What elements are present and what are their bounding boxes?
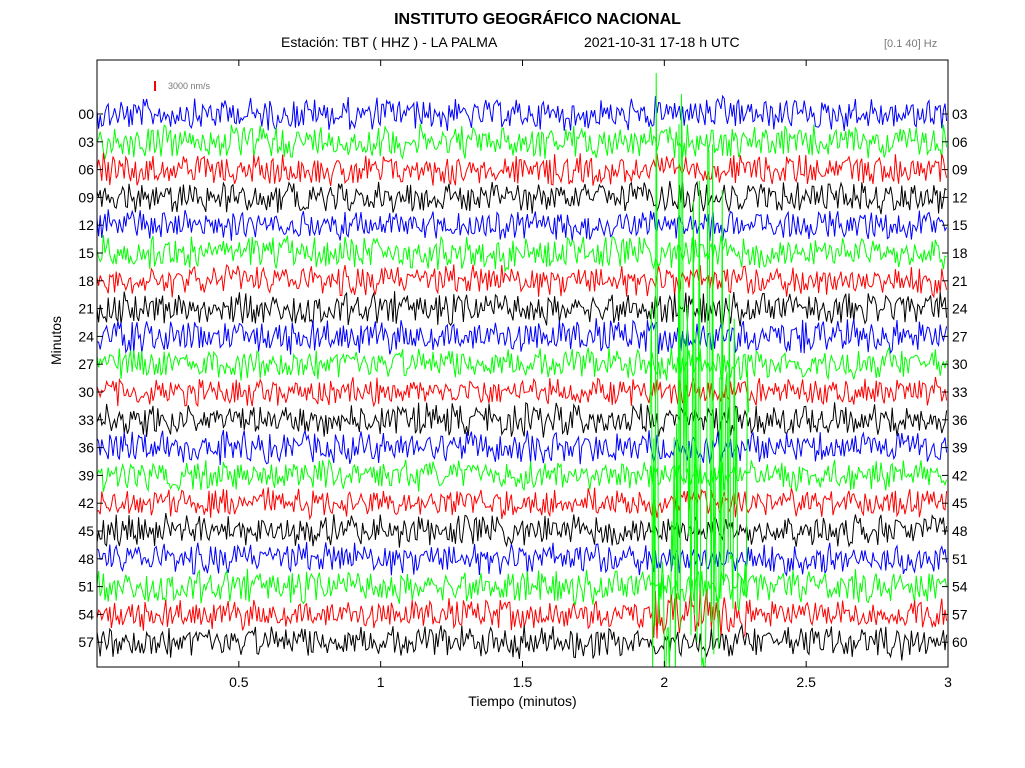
- y-tick-label-right: 60: [952, 634, 968, 650]
- date-label: 2021-10-31 17-18 h UTC: [584, 34, 740, 50]
- trace-00: [97, 94, 948, 131]
- chart-title: INSTITUTO GEOGRÁFICO NACIONAL: [394, 11, 681, 28]
- y-tick-label-right: 54: [952, 579, 968, 595]
- y-tick-label-right: 39: [952, 440, 968, 456]
- y-tick-label-left: 54: [78, 606, 94, 622]
- y-tick-label-left: 33: [78, 412, 94, 428]
- y-tick-label-right: 36: [952, 412, 968, 428]
- trace-12: [97, 209, 948, 242]
- trace-54: [97, 589, 948, 640]
- y-tick-label-left: 57: [78, 634, 94, 650]
- y-tick-label-right: 21: [952, 273, 968, 289]
- trace-27: [97, 346, 948, 381]
- trace-42: [97, 487, 948, 521]
- x-axis-label: Tiempo (minutos): [468, 693, 577, 709]
- y-tick-label-left: 00: [78, 106, 94, 122]
- y-tick-label-right: 57: [952, 606, 968, 622]
- y-tick-label-right: 03: [952, 106, 968, 122]
- y-tick-label-left: 15: [78, 245, 94, 261]
- event-burst-trace: [649, 72, 750, 667]
- y-tick-label-left: 12: [78, 217, 94, 233]
- station-label: Estación: TBT ( HHZ ) - LA PALMA: [281, 34, 498, 50]
- y-tick-label-left: 45: [78, 523, 94, 539]
- x-tick-label: 1.5: [513, 674, 533, 690]
- y-tick-label-right: 18: [952, 245, 968, 261]
- y-tick-label-left: 03: [78, 134, 94, 150]
- y-tick-label-right: 24: [952, 301, 968, 317]
- x-tick-label: 1: [377, 674, 385, 690]
- trace-06: [97, 152, 948, 186]
- y-tick-label-left: 39: [78, 467, 94, 483]
- y-tick-label-right: 09: [952, 162, 968, 178]
- y-tick-label-left: 24: [78, 328, 94, 344]
- y-tick-label-right: 15: [952, 217, 968, 233]
- y-tick-label-right: 51: [952, 551, 968, 567]
- y-tick-label-right: 27: [952, 328, 968, 344]
- trace-57: [97, 623, 948, 661]
- trace-03: [97, 123, 948, 160]
- scale-bar-label: 3000 nm/s: [168, 81, 211, 91]
- trace-33: [97, 401, 948, 438]
- trace-24: [97, 318, 948, 355]
- y-tick-label-right: 12: [952, 189, 968, 205]
- y-tick-label-right: 30: [952, 356, 968, 372]
- trace-39: [97, 458, 948, 493]
- trace-15: [97, 234, 947, 273]
- y-tick-label-right: 48: [952, 523, 968, 539]
- trace-09: [97, 180, 947, 215]
- trace-45: [97, 513, 948, 548]
- y-tick-label-right: 06: [952, 134, 968, 150]
- trace-48: [97, 541, 948, 577]
- x-tick-label: 2: [660, 674, 668, 690]
- y-tick-label-left: 18: [78, 273, 94, 289]
- y-tick-label-left: 51: [78, 579, 94, 595]
- y-tick-label-left: 48: [78, 551, 94, 567]
- y-tick-label-right: 42: [952, 467, 968, 483]
- traces-layer: [97, 72, 948, 667]
- y-tick-label-left: 09: [78, 189, 94, 205]
- ticks-layer: 0.5 1 1.5 2 2.5 30003060912151821242730333639…: [78, 60, 968, 690]
- y-tick-label-left: 36: [78, 440, 94, 456]
- trace-18: [97, 263, 948, 299]
- x-tick-label: 0.5: [229, 674, 249, 690]
- trace-51: [97, 568, 948, 607]
- y-tick-label-left: 42: [78, 495, 94, 511]
- trace-30: [97, 376, 948, 408]
- x-tick-label: 3: [944, 674, 952, 690]
- filter-band-label: [0.1 40] Hz: [884, 38, 938, 50]
- trace-36: [97, 429, 948, 466]
- y-tick-label-left: 06: [78, 162, 94, 178]
- y-tick-label-left: 30: [78, 384, 94, 400]
- scale-bar: 3000 nm/s: [154, 81, 211, 91]
- y-tick-label-right: 33: [952, 384, 968, 400]
- trace-21: [97, 291, 948, 328]
- y-tick-label-right: 45: [952, 495, 968, 511]
- x-tick-label: 2.5: [796, 674, 816, 690]
- y-tick-label-left: 21: [78, 301, 94, 317]
- y-tick-label-left: 27: [78, 356, 94, 372]
